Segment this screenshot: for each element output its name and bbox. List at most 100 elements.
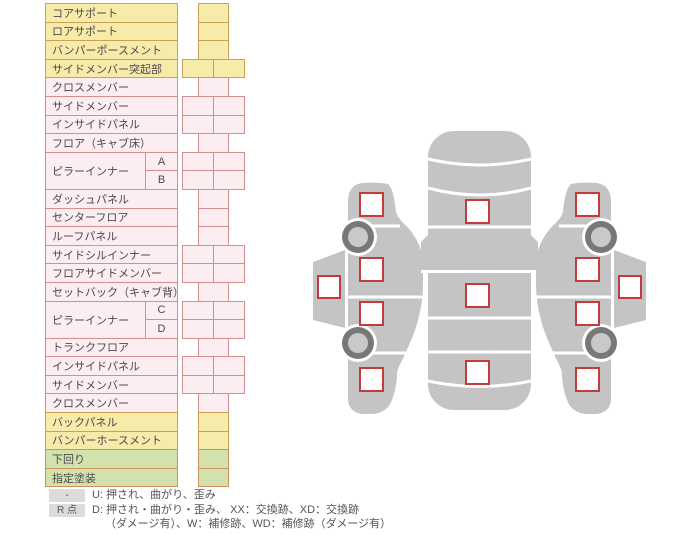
damage-checkbox[interactable]: [359, 301, 384, 326]
damage-checkbox[interactable]: [465, 283, 490, 308]
damage-checkbox[interactable]: [575, 257, 600, 282]
damage-cells: [182, 393, 245, 414]
damage-cell[interactable]: [213, 374, 245, 395]
damage-cell[interactable]: [198, 467, 229, 488]
legend-badge-dash: -: [49, 489, 85, 502]
cells-strip: [182, 281, 245, 302]
part-label: ロアサポート: [45, 21, 178, 42]
damage-cell[interactable]: [213, 356, 245, 376]
damage-cell[interactable]: [182, 170, 214, 190]
parts-row: ピラーインナー C D: [45, 300, 245, 339]
cells-strip: [182, 77, 245, 97]
damage-cell[interactable]: [198, 337, 229, 358]
damage-cell[interactable]: [213, 58, 245, 79]
damage-cells: [182, 77, 245, 97]
damage-cell[interactable]: [182, 300, 214, 321]
damage-cells: [182, 263, 245, 283]
damage-cells: [182, 95, 245, 116]
part-label: ピラーインナー: [45, 300, 146, 339]
damage-cell[interactable]: [182, 263, 214, 283]
parts-row: センターフロア: [45, 207, 245, 228]
part-label: 下回り: [45, 449, 178, 469]
part-label: ピラーインナー: [45, 151, 146, 190]
damage-cell[interactable]: [198, 133, 229, 153]
top-view: [421, 131, 538, 410]
legend-row-rpoint: R 点 D: 押され・曲がり・歪み、 XX：交換跡、XD：交換跡: [49, 503, 479, 518]
parts-row: 下回り: [45, 449, 245, 469]
damage-cell[interactable]: [182, 95, 214, 116]
damage-cell[interactable]: [198, 430, 229, 451]
part-label: サイドシルインナー: [45, 244, 178, 265]
pillar-section-label: C: [145, 300, 178, 321]
damage-checkbox[interactable]: [618, 275, 642, 299]
damage-cell[interactable]: [213, 170, 245, 190]
car-diagram: [313, 131, 646, 414]
damage-cells: [182, 58, 245, 79]
right-side-view: [536, 182, 646, 414]
damage-cell[interactable]: [213, 300, 245, 321]
damage-checkbox[interactable]: [575, 367, 600, 392]
cells-strip: [182, 374, 245, 395]
cells-strip: [182, 188, 245, 209]
damage-cell[interactable]: [213, 95, 245, 116]
panel-separator: [427, 157, 532, 167]
damage-checkbox[interactable]: [317, 275, 341, 299]
damage-cell[interactable]: [182, 58, 214, 79]
damage-cell[interactable]: [198, 281, 229, 302]
damage-cells: [182, 300, 245, 339]
cells-strip: [182, 449, 245, 469]
damage-cell[interactable]: [213, 114, 245, 135]
damage-cell[interactable]: [182, 244, 214, 265]
damage-cell[interactable]: [198, 77, 229, 97]
part-label: サイドメンバー: [45, 374, 178, 395]
pillar-section-label: D: [145, 319, 178, 339]
damage-cell[interactable]: [182, 374, 214, 395]
damage-checkbox[interactable]: [359, 257, 384, 282]
cells-strip: [182, 207, 245, 228]
damage-checkbox[interactable]: [465, 360, 490, 385]
parts-row: 指定塗装: [45, 467, 245, 488]
cells-strip: [182, 393, 245, 414]
part-label: コアサポート: [45, 3, 178, 23]
damage-cell[interactable]: [198, 40, 229, 60]
damage-cell[interactable]: [182, 356, 214, 376]
cells-strip: [182, 58, 245, 79]
damage-cell[interactable]: [198, 3, 229, 23]
legend: - U: 押され、曲がり、歪み R 点 D: 押され・曲がり・歪み、 XX：交換…: [49, 489, 479, 533]
damage-cell[interactable]: [198, 412, 229, 432]
part-label: バンパーポースメント: [45, 40, 178, 60]
damage-cells: [182, 467, 245, 488]
damage-cells: [182, 244, 245, 265]
damage-cell[interactable]: [198, 21, 229, 42]
damage-cell[interactable]: [213, 263, 245, 283]
cells-strip: [182, 95, 245, 116]
damage-checkbox[interactable]: [359, 192, 384, 217]
damage-cell[interactable]: [198, 207, 229, 228]
parts-row: バックパネル: [45, 412, 245, 432]
damage-checkbox[interactable]: [359, 367, 384, 392]
damage-cell[interactable]: [182, 151, 214, 172]
damage-checkbox[interactable]: [465, 199, 490, 224]
damage-cell[interactable]: [182, 319, 214, 339]
damage-cell[interactable]: [198, 449, 229, 469]
damage-cell[interactable]: [213, 151, 245, 172]
part-label: フロア（キャブ床）: [45, 133, 178, 153]
damage-checkbox[interactable]: [575, 192, 600, 217]
part-label: ルーフパネル: [45, 226, 178, 246]
parts-row: クロスメンバー: [45, 393, 245, 414]
damage-cell[interactable]: [198, 188, 229, 209]
damage-cell[interactable]: [198, 393, 229, 414]
damage-cell[interactable]: [198, 226, 229, 246]
parts-row: バンパーポースメント: [45, 40, 245, 60]
cells-strip: [182, 133, 245, 153]
damage-cell[interactable]: [213, 319, 245, 339]
damage-cell[interactable]: [182, 114, 214, 135]
damage-cells: [182, 207, 245, 228]
legend-text-d-cont: （ダメージ有）、W：補修跡、WD：補修跡（ダメージ有）: [105, 518, 392, 530]
damage-cell[interactable]: [213, 244, 245, 265]
damage-cells: [182, 356, 245, 376]
cells-strip: [182, 226, 245, 246]
damage-checkbox[interactable]: [575, 301, 600, 326]
parts-row: サイドメンバー: [45, 374, 245, 395]
